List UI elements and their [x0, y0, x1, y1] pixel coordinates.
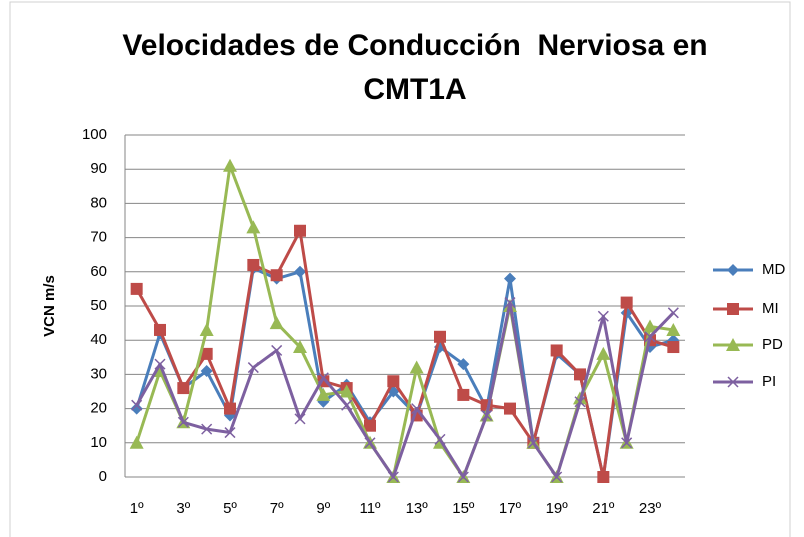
x-tick-label: 3º — [176, 500, 190, 517]
marker — [129, 435, 144, 449]
marker — [247, 362, 259, 374]
marker — [247, 258, 260, 271]
marker — [364, 437, 376, 449]
marker — [621, 437, 633, 449]
marker — [667, 307, 679, 319]
marker — [246, 220, 261, 234]
marker — [727, 264, 739, 276]
marker — [224, 427, 236, 439]
marker — [727, 376, 739, 388]
marker — [224, 402, 236, 415]
y-axis-label: VCN m/s — [41, 275, 58, 337]
marker — [177, 382, 190, 395]
x-tick-label: 15º — [452, 500, 475, 517]
x-tick-label: 21º — [592, 500, 615, 517]
marker — [550, 344, 563, 357]
marker — [294, 413, 306, 425]
marker — [481, 409, 493, 421]
marker — [317, 372, 329, 384]
marker — [620, 296, 633, 309]
marker — [364, 419, 376, 432]
marker — [387, 471, 399, 483]
marker — [154, 358, 166, 370]
marker — [457, 471, 469, 483]
marker — [154, 323, 166, 336]
marker — [341, 399, 353, 411]
y-tick-label: 90 — [90, 160, 107, 177]
marker — [643, 319, 657, 333]
marker — [201, 423, 213, 435]
x-tick-label: 17º — [499, 500, 522, 517]
marker — [504, 272, 516, 285]
x-tick-label: 9º — [316, 500, 330, 517]
y-tick-label: 10 — [90, 434, 107, 451]
x-tick-label: 5º — [223, 500, 237, 517]
x-tick-label: 13º — [406, 500, 429, 517]
y-tick-label: 60 — [90, 263, 107, 280]
marker — [271, 344, 283, 356]
marker — [551, 471, 563, 483]
chart-title: Velocidades de Conducción Nerviosa en — [122, 29, 707, 62]
y-tick-label: 20 — [90, 400, 107, 417]
marker — [666, 322, 681, 336]
marker — [177, 416, 189, 428]
marker — [574, 396, 586, 408]
marker — [200, 347, 213, 360]
legend-label: PI — [762, 373, 776, 390]
legend-label: MD — [762, 261, 785, 278]
marker — [294, 224, 306, 237]
chart-title: CMT1A — [363, 73, 466, 106]
y-tick-label: 100 — [82, 126, 107, 143]
y-tick-label: 0 — [99, 468, 107, 485]
marker — [597, 310, 609, 322]
x-tick-label: 11º — [359, 500, 381, 517]
marker — [294, 265, 306, 278]
marker — [597, 471, 610, 483]
x-tick-label: 23º — [639, 500, 662, 517]
marker — [270, 269, 283, 282]
marker — [409, 360, 424, 374]
marker — [504, 297, 516, 309]
marker — [293, 340, 307, 354]
marker — [726, 338, 740, 351]
marker — [574, 368, 586, 381]
marker — [434, 433, 446, 445]
marker — [131, 399, 143, 411]
y-tick-label: 30 — [90, 365, 107, 382]
marker — [457, 388, 470, 401]
marker — [269, 316, 284, 330]
marker — [727, 303, 739, 315]
marker — [411, 403, 423, 415]
y-tick-label: 80 — [90, 194, 107, 211]
series-line — [135, 301, 675, 479]
y-tick-label: 70 — [90, 229, 107, 246]
marker — [339, 384, 354, 398]
marker — [387, 375, 400, 388]
x-tick-label: 7º — [270, 500, 284, 517]
marker — [644, 331, 656, 343]
marker — [316, 387, 331, 401]
marker — [504, 402, 516, 415]
legend-label: MI — [762, 300, 779, 317]
marker — [527, 437, 539, 449]
marker — [667, 341, 680, 354]
x-tick-label: 19º — [546, 500, 569, 517]
x-tick-label: 1º — [130, 500, 144, 517]
marker — [130, 282, 143, 295]
marker — [434, 330, 446, 343]
y-tick-label: 50 — [90, 297, 107, 314]
marker — [130, 402, 143, 415]
legend-label: PD — [762, 336, 783, 353]
marker — [596, 346, 611, 360]
marker — [199, 322, 214, 336]
y-tick-label: 40 — [90, 331, 107, 348]
marker — [200, 364, 213, 377]
marker — [223, 158, 237, 172]
marker — [457, 358, 470, 371]
